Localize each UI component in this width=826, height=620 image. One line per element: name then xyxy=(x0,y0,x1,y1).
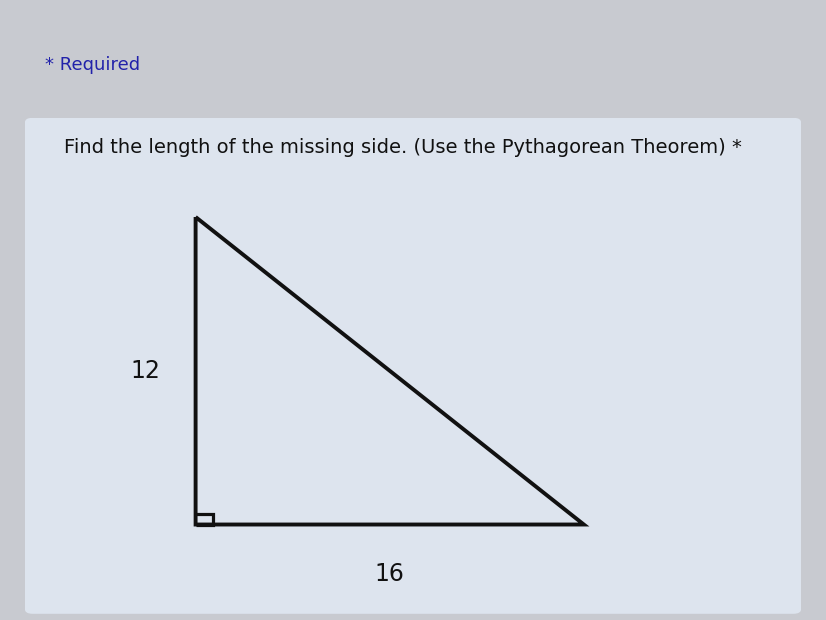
FancyBboxPatch shape xyxy=(25,118,801,614)
Text: * Required: * Required xyxy=(45,56,140,74)
Text: Find the length of the missing side. (Use the Pythagorean Theorem) *: Find the length of the missing side. (Us… xyxy=(64,138,742,157)
Text: 12: 12 xyxy=(131,359,160,383)
Text: 16: 16 xyxy=(375,562,405,586)
